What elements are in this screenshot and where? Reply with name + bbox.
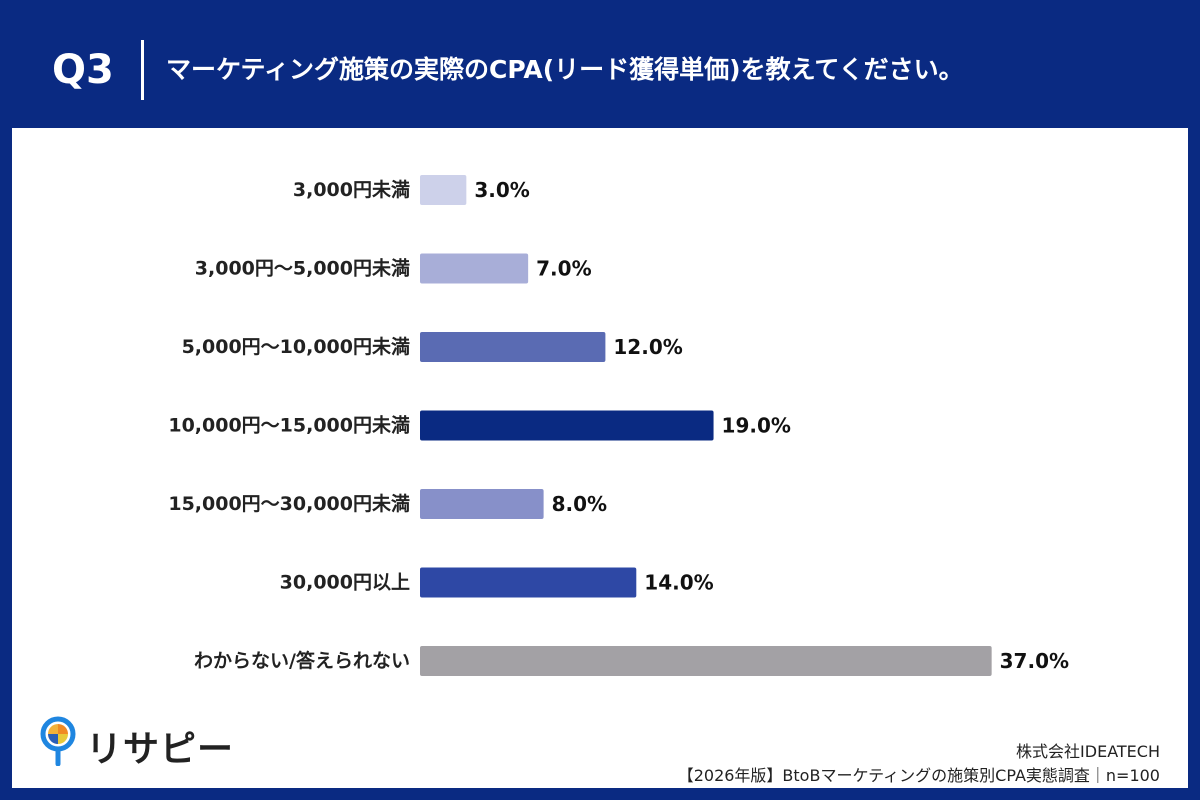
logo-text: リサピー: [86, 729, 235, 770]
bar: [420, 175, 467, 205]
bar: [420, 489, 544, 519]
bar: [420, 332, 606, 362]
value-label: 14.0%: [644, 571, 713, 595]
pin-pie-icon: [40, 716, 76, 767]
category-label: 30,000円以上: [280, 572, 410, 594]
category-label: 3,000円未満: [293, 178, 410, 201]
value-label: 12.0%: [613, 335, 682, 359]
bar: [420, 253, 529, 284]
header-banner: Q3 マーケティング施策の実際のCPA(リード獲得単価)を教えてください。: [0, 0, 1200, 128]
value-label: 3.0%: [474, 178, 529, 202]
bar: [420, 410, 714, 441]
bar: [420, 646, 992, 676]
bar: [420, 567, 637, 598]
value-label: 37.0%: [1000, 649, 1069, 673]
header-divider: [141, 40, 144, 100]
bar-chart: 3,000円未満 3.0% 3,000円〜5,000円未満 7.0% 5,000円〜10…: [168, 175, 1069, 676]
value-label: 7.0%: [536, 257, 591, 281]
footer-survey-info: 【2026年版】BtoBマーケティングの施策別CPA実態調査｜n=100: [677, 766, 1160, 785]
risapy-logo: リサピー: [40, 716, 233, 770]
category-label: 15,000円〜30,000円未満: [168, 492, 410, 515]
category-label: 10,000円〜15,000円未満: [168, 414, 410, 437]
question-number: Q3: [52, 47, 114, 93]
chart-panel: 3,000円未満 3.0% 3,000円〜5,000円未満 7.0% 5,000円〜10…: [12, 128, 1188, 788]
category-label: わからない/答えられない: [194, 649, 410, 672]
category-label: 5,000円〜10,000円未満: [182, 335, 410, 358]
value-label: 8.0%: [552, 492, 607, 516]
category-label: 3,000円〜5,000円未満: [195, 257, 410, 280]
value-label: 19.0%: [722, 414, 791, 438]
footer-company: 株式会社IDEATECH: [1016, 742, 1160, 761]
question-title: マーケティング施策の実際のCPA(リード獲得単価)を教えてください。: [166, 55, 964, 84]
